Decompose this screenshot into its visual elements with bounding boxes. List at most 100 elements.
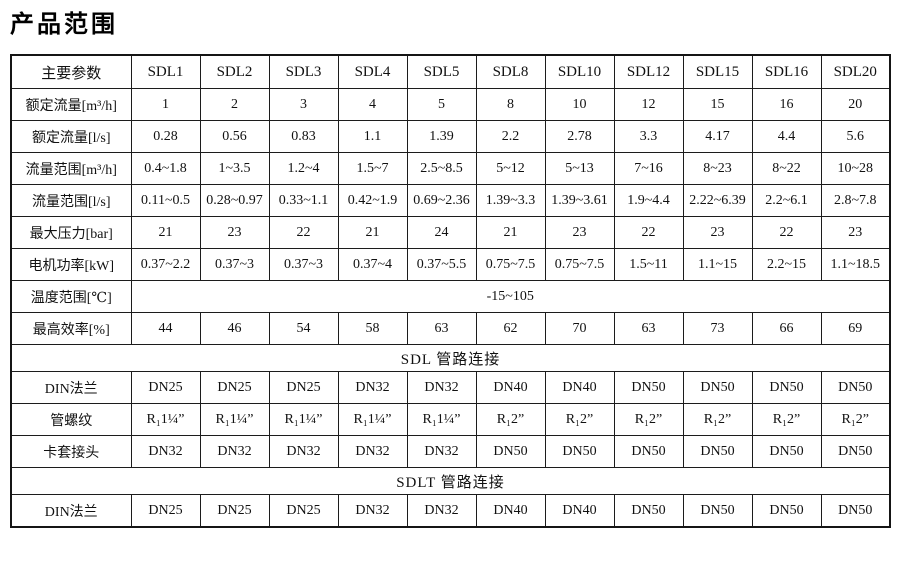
table-row: 温度范围[℃] -15~105 [10,280,891,313]
value-cell: R₁1¼” [268,403,339,436]
value-cell: 1~3.5 [199,152,270,185]
value-cell: R₁2” [820,403,891,436]
table-row: 主要参数 SDL1 SDL2 SDL3 SDL4 SDL5 SDL8 SDL10 SDL12 SD… [10,54,891,89]
table-row: 流量范围[m³/h] 0.4~1.8 1~3.5 1.2~4 1.5~7 2.5~8.5 5… [10,152,891,185]
table-row: SDLT 管路连接 [10,467,891,495]
value-cell: 5~13 [544,152,615,185]
value-cell: 1.1~18.5 [820,248,891,281]
value-cell: DN32 [337,435,408,468]
value-cell: 0.56 [199,120,270,153]
value-cell: 66 [751,312,822,345]
value-cell: 44 [130,312,201,345]
value-cell: 23 [820,216,891,249]
model-header-cell: SDL8 [475,54,546,89]
spec-table: 主要参数 SDL1 SDL2 SDL3 SDL4 SDL5 SDL8 SDL10 SDL12 SD… [10,54,891,528]
value-cell: 5.6 [820,120,891,153]
value-cell: DN40 [544,371,615,404]
value-cell: DN50 [682,371,753,404]
table-row: 最大压力[bar] 21 23 22 21 24 21 23 22 23 22 23 [10,216,891,249]
value-cell: 20 [820,88,891,121]
value-cell: DN25 [130,494,201,528]
value-cell: R₁2” [613,403,684,436]
value-cell: DN50 [475,435,546,468]
value-cell: DN32 [337,371,408,404]
value-cell: DN50 [751,435,822,468]
value-cell: DN50 [751,494,822,528]
value-cell: R₁1¼” [337,403,408,436]
model-header-cell: SDL10 [544,54,615,89]
value-cell: 2.78 [544,120,615,153]
value-cell: 0.28 [130,120,201,153]
table-row: SDL 管路连接 [10,344,891,372]
value-cell: DN32 [130,435,201,468]
value-cell: 1 [130,88,201,121]
table-row: 管螺纹 R₁1¼” R₁1¼” R₁1¼” R₁1¼” R₁1¼” R₁2” R₁2” R₁2”… [10,403,891,436]
value-cell: 8~23 [682,152,753,185]
value-cell: 1.39~3.61 [544,184,615,217]
value-cell: 2.5~8.5 [406,152,477,185]
value-cell: 21 [130,216,201,249]
value-cell: DN50 [682,435,753,468]
row-label-cell: 电机功率[kW] [10,248,132,281]
table-row: 额定流量[m³/h] 1 2 3 4 5 8 10 12 15 16 20 [10,88,891,121]
value-cell: 63 [406,312,477,345]
row-label-cell: 额定流量[m³/h] [10,88,132,121]
value-cell: 3 [268,88,339,121]
value-cell: 46 [199,312,270,345]
value-cell: 21 [475,216,546,249]
value-cell: DN50 [613,435,684,468]
value-cell: DN40 [544,494,615,528]
value-cell: DN32 [337,494,408,528]
page-title: 产品范围 [10,10,118,38]
value-cell: DN32 [406,371,477,404]
value-cell: 2.2 [475,120,546,153]
value-cell: DN50 [820,435,891,468]
value-cell: DN50 [613,371,684,404]
value-cell: 1.2~4 [268,152,339,185]
value-cell: DN25 [130,371,201,404]
value-cell: 2.2~15 [751,248,822,281]
value-cell: R₁2” [751,403,822,436]
merged-value-cell: -15~105 [130,280,891,313]
value-cell: DN50 [544,435,615,468]
table-row: 最高效率[%] 44 46 54 58 63 62 70 63 73 66 69 [10,312,891,345]
value-cell: DN50 [820,371,891,404]
param-header-cell: 主要参数 [10,54,132,89]
value-cell: 5~12 [475,152,546,185]
model-header-cell: SDL15 [682,54,753,89]
value-cell: 63 [613,312,684,345]
value-cell: DN25 [199,494,270,528]
value-cell: 22 [268,216,339,249]
value-cell: 1.39 [406,120,477,153]
value-cell: 2.22~6.39 [682,184,753,217]
value-cell: 1.5~7 [337,152,408,185]
value-cell: 1.1 [337,120,408,153]
value-cell: DN50 [682,494,753,528]
value-cell: 1.5~11 [613,248,684,281]
value-cell: DN32 [199,435,270,468]
value-cell: DN25 [268,494,339,528]
spec-table-body: 主要参数 SDL1 SDL2 SDL3 SDL4 SDL5 SDL8 SDL10 SDL12 SD… [10,54,891,528]
value-cell: R₁2” [682,403,753,436]
section-title-cell: SDL 管路连接 [10,344,891,372]
model-header-cell: SDL1 [130,54,201,89]
value-cell: 23 [199,216,270,249]
value-cell: DN50 [751,371,822,404]
value-cell: 15 [682,88,753,121]
value-cell: 4.17 [682,120,753,153]
row-label-cell: 卡套接头 [10,435,132,468]
value-cell: 3.3 [613,120,684,153]
model-header-cell: SDL3 [268,54,339,89]
value-cell: 0.42~1.9 [337,184,408,217]
value-cell: 54 [268,312,339,345]
value-cell: DN25 [268,371,339,404]
value-cell: DN40 [475,371,546,404]
value-cell: DN32 [406,435,477,468]
value-cell: 24 [406,216,477,249]
section-title-cell: SDLT 管路连接 [10,467,891,495]
value-cell: 4 [337,88,408,121]
table-row: 电机功率[kW] 0.37~2.2 0.37~3 0.37~3 0.37~4 0.37~5… [10,248,891,281]
value-cell: 73 [682,312,753,345]
value-cell: R₁1¼” [199,403,270,436]
value-cell: R₁2” [544,403,615,436]
